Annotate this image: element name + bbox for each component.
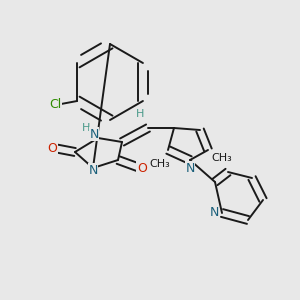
Text: H: H [136, 109, 144, 119]
Text: N: N [185, 161, 195, 175]
Text: N: N [89, 128, 99, 140]
Text: N: N [209, 206, 219, 218]
Text: H: H [82, 123, 90, 133]
Text: Cl: Cl [49, 98, 61, 112]
Text: O: O [47, 142, 57, 154]
Text: CH₃: CH₃ [212, 153, 233, 163]
Text: CH₃: CH₃ [150, 159, 170, 169]
Text: N: N [88, 164, 98, 176]
Text: O: O [137, 161, 147, 175]
